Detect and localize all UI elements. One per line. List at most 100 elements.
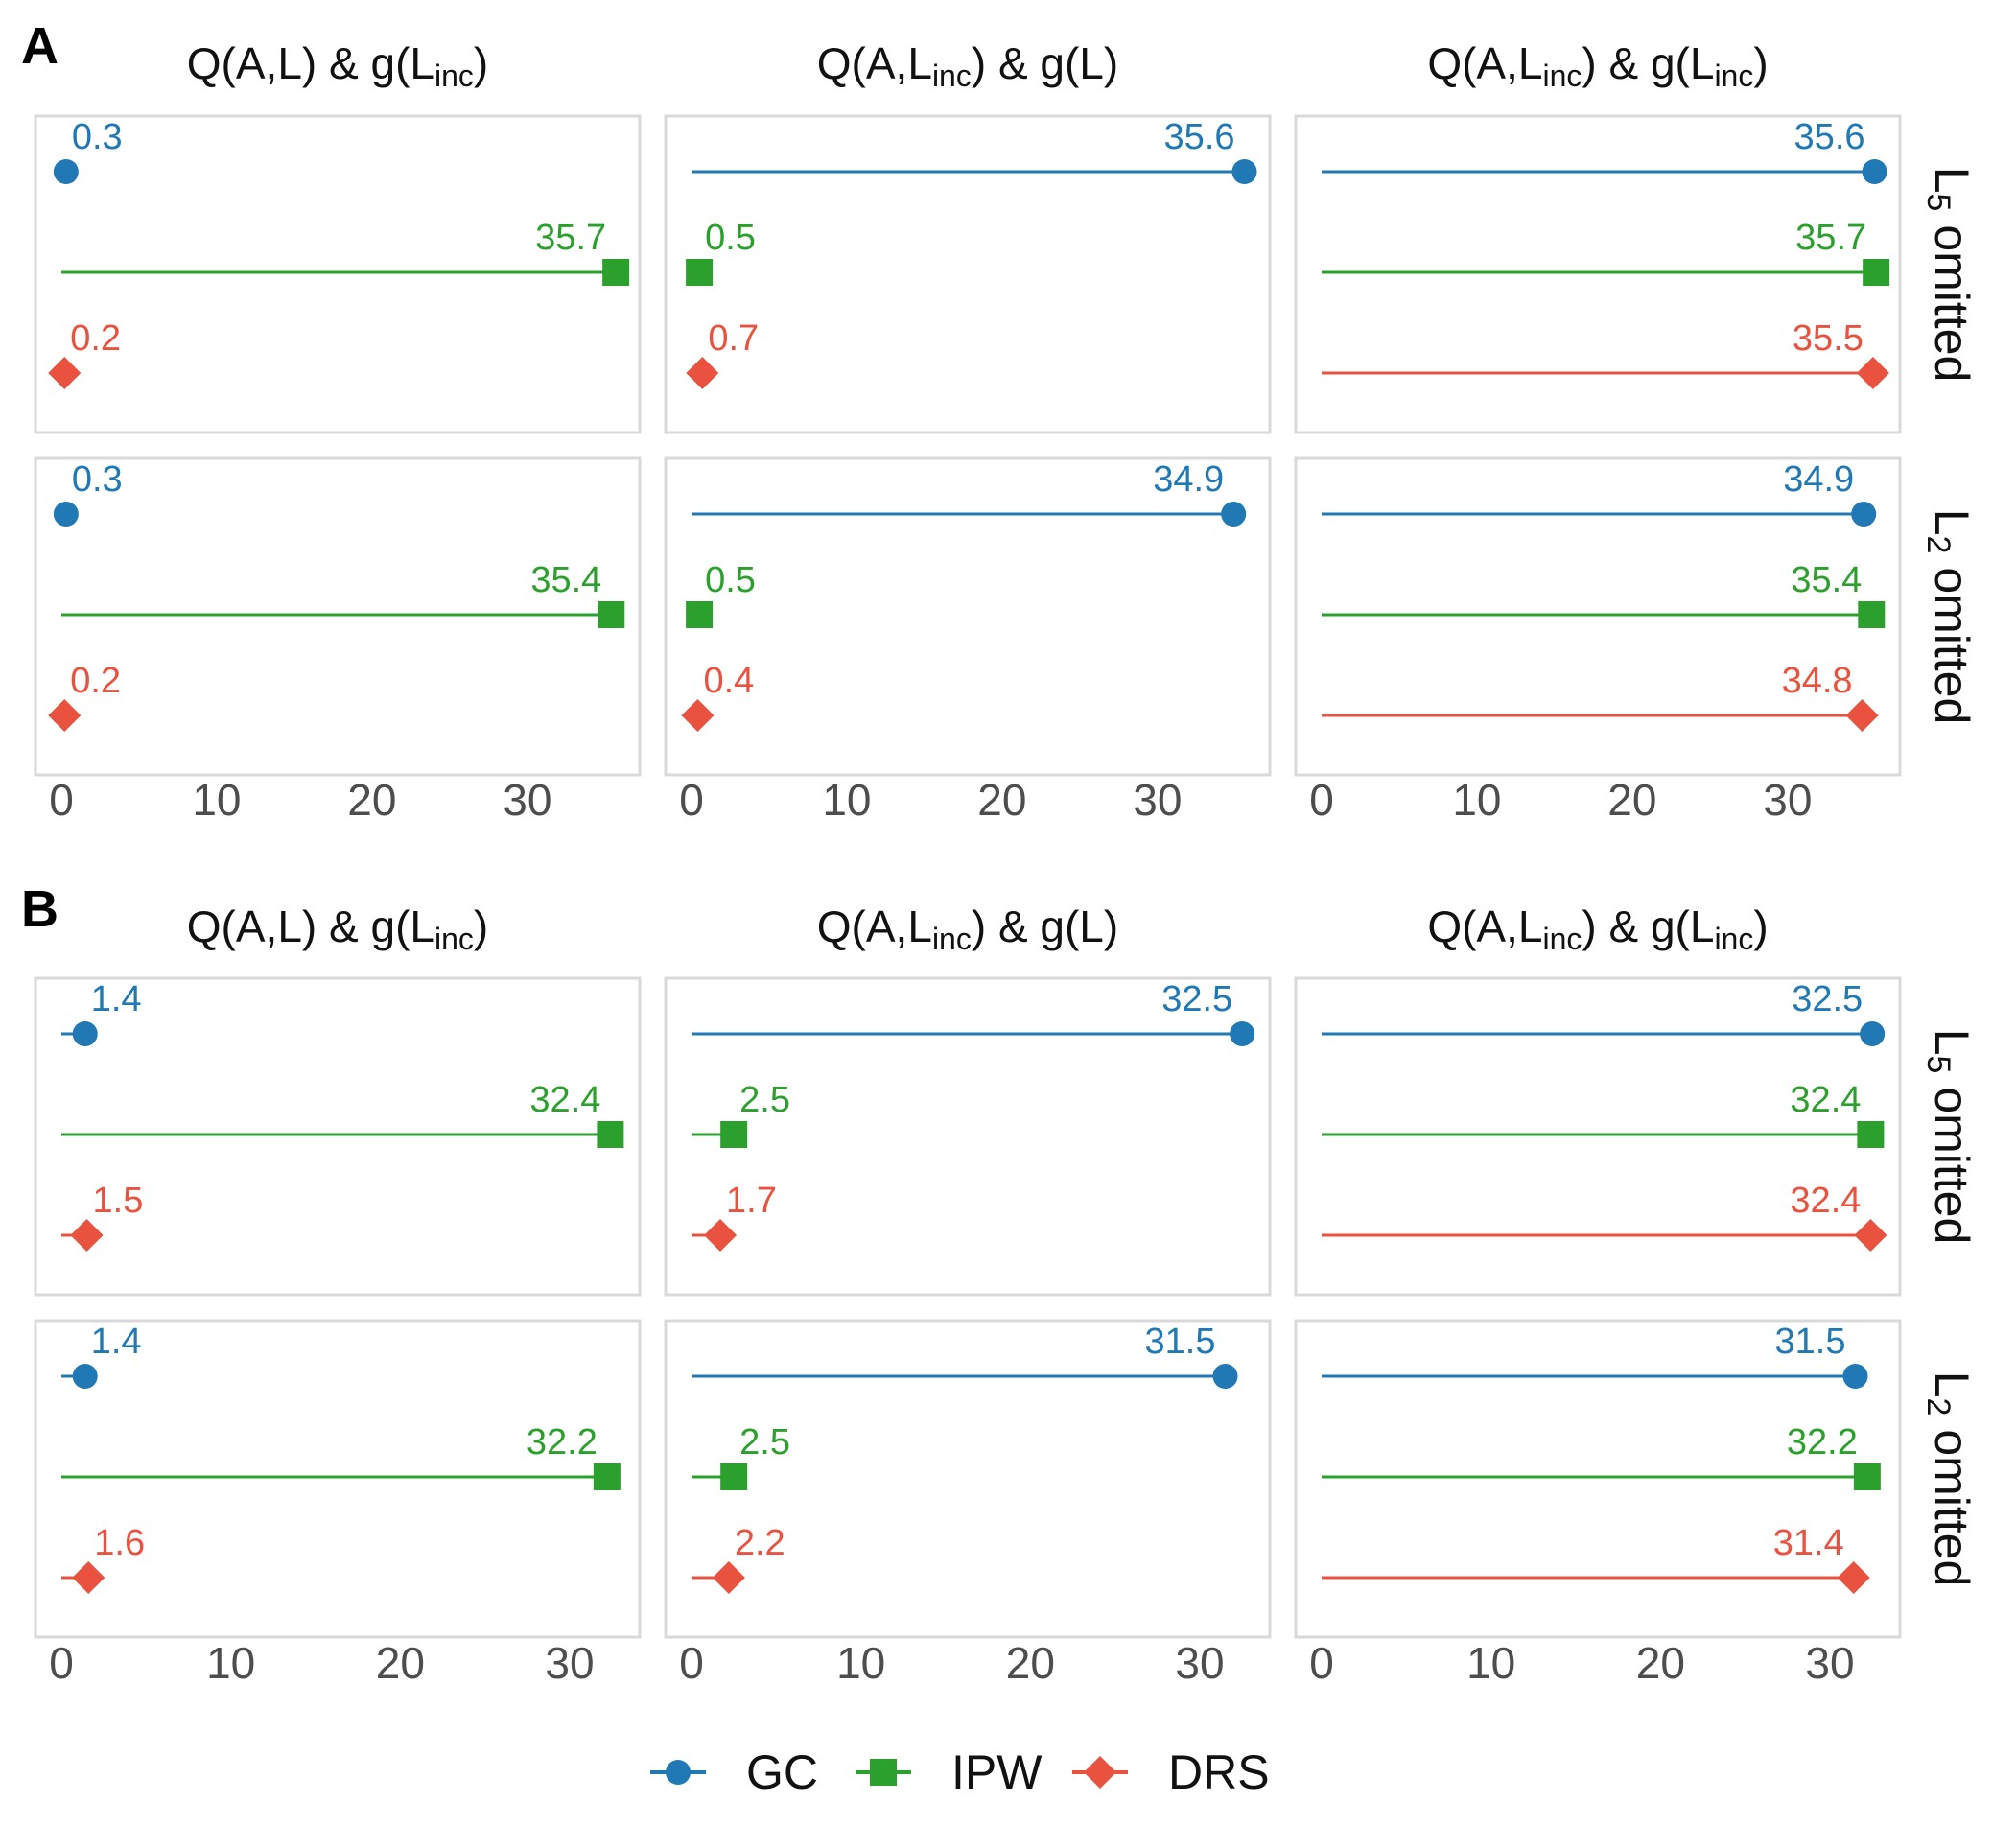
data-label: 0.5 [705, 218, 756, 258]
data-label: 32.4 [529, 1080, 600, 1120]
legend-label: DRS [1168, 1745, 1270, 1799]
x-tick-label: 30 [1175, 1638, 1224, 1688]
panel-frame [34, 114, 642, 434]
data-label: 35.7 [535, 218, 606, 258]
ipw-point [593, 1463, 621, 1490]
ipw-point [1857, 1121, 1885, 1148]
data-label: 1.4 [91, 1322, 142, 1362]
gc-point [1860, 1021, 1886, 1046]
column-title: Q(A,L) & g(Linc) [187, 901, 488, 956]
gc-point [53, 502, 79, 527]
column-title: Q(A,L) & g(Linc) [187, 38, 488, 93]
x-tick-label: 30 [503, 775, 551, 825]
x-tick-label: 20 [977, 775, 1026, 825]
drs-point [48, 699, 82, 732]
panel-frame [664, 114, 1272, 434]
gc-point [1862, 159, 1887, 184]
data-label: 34.8 [1782, 661, 1853, 701]
x-tick-label: 10 [1452, 775, 1501, 825]
drs-point [712, 1561, 745, 1594]
column-title: Q(A,Linc) & g(Linc) [1427, 38, 1768, 93]
ipw-point [1858, 601, 1886, 628]
x-tick-label: 30 [1805, 1638, 1854, 1688]
x-tick-label: 20 [1636, 1638, 1685, 1688]
data-label: 35.6 [1794, 117, 1865, 157]
drs-point [1837, 1561, 1870, 1594]
drs-point [704, 1219, 738, 1252]
data-label: 2.5 [739, 1422, 790, 1463]
x-tick-label: 0 [49, 775, 74, 825]
gc-point [1221, 502, 1247, 527]
gc-point [1851, 502, 1877, 527]
drs-point [1854, 1219, 1887, 1252]
data-label: 34.9 [1783, 459, 1854, 500]
panel-frame [1294, 456, 1902, 777]
panel-frame [34, 976, 642, 1297]
ipw-point [686, 259, 714, 286]
panel-frame [1294, 114, 1902, 434]
x-tick-label: 10 [836, 1638, 885, 1688]
panel-frame [1294, 1319, 1902, 1639]
data-label: 35.5 [1793, 318, 1864, 359]
legend-ipw-marker [870, 1759, 897, 1786]
gc-point [72, 1021, 98, 1046]
drs-point [681, 699, 715, 732]
x-tick-label: 30 [1133, 775, 1182, 825]
data-label: 31.4 [1773, 1523, 1844, 1563]
x-tick-label: 0 [1309, 1638, 1334, 1688]
data-label: 31.5 [1775, 1322, 1846, 1362]
data-label: 32.4 [1790, 1080, 1861, 1120]
data-label: 32.2 [527, 1422, 598, 1463]
gc-point [53, 159, 79, 184]
gc-point [1231, 159, 1257, 184]
drs-point [70, 1219, 104, 1252]
data-label: 35.4 [1791, 560, 1862, 600]
data-label: 34.9 [1153, 459, 1224, 500]
panel-letter: A [21, 17, 59, 75]
panel-frame [1294, 976, 1902, 1297]
data-label: 1.4 [91, 979, 142, 1019]
x-tick-label: 20 [1607, 775, 1656, 825]
legend-drs-marker [1084, 1756, 1116, 1789]
facet-strip-label: L2 omitted [1920, 509, 1979, 725]
data-label: 0.7 [708, 318, 759, 359]
data-label: 32.5 [1792, 979, 1863, 1019]
x-tick-label: 0 [679, 775, 704, 825]
data-label: 0.5 [705, 560, 756, 600]
x-tick-label: 0 [49, 1638, 74, 1688]
data-label: 2.2 [735, 1523, 785, 1563]
facet-strip-label: L5 omitted [1920, 167, 1979, 383]
x-tick-label: 10 [192, 775, 241, 825]
panel-letter: B [21, 880, 59, 938]
drs-point [1845, 699, 1879, 732]
drs-point [1856, 357, 1889, 389]
ipw-point [1853, 1463, 1881, 1490]
ipw-point [598, 601, 625, 628]
ipw-point [720, 1121, 748, 1148]
data-label: 31.5 [1145, 1322, 1216, 1362]
ipw-point [1863, 259, 1890, 286]
panel-frame [34, 456, 642, 777]
x-tick-label: 30 [1763, 775, 1812, 825]
x-tick-label: 10 [822, 775, 871, 825]
data-label: 0.3 [72, 459, 123, 500]
panel-frame [664, 1319, 1272, 1639]
data-label: 32.4 [1790, 1181, 1861, 1221]
data-label: 35.7 [1795, 218, 1866, 258]
panel-frame [664, 456, 1272, 777]
panel-frame [34, 1319, 642, 1639]
x-tick-label: 0 [1309, 775, 1334, 825]
data-label: 1.5 [93, 1181, 144, 1221]
x-tick-label: 0 [679, 1638, 704, 1688]
column-title: Q(A,Linc) & g(L) [817, 901, 1118, 956]
data-label: 0.2 [70, 318, 121, 359]
ipw-point [602, 259, 630, 286]
gc-point [1212, 1364, 1238, 1389]
column-title: Q(A,Linc) & g(L) [817, 38, 1118, 93]
ipw-point [720, 1463, 748, 1490]
drs-point [686, 357, 719, 389]
gc-point [1842, 1364, 1868, 1389]
data-label: 0.2 [70, 661, 121, 701]
data-label: 35.6 [1164, 117, 1235, 157]
